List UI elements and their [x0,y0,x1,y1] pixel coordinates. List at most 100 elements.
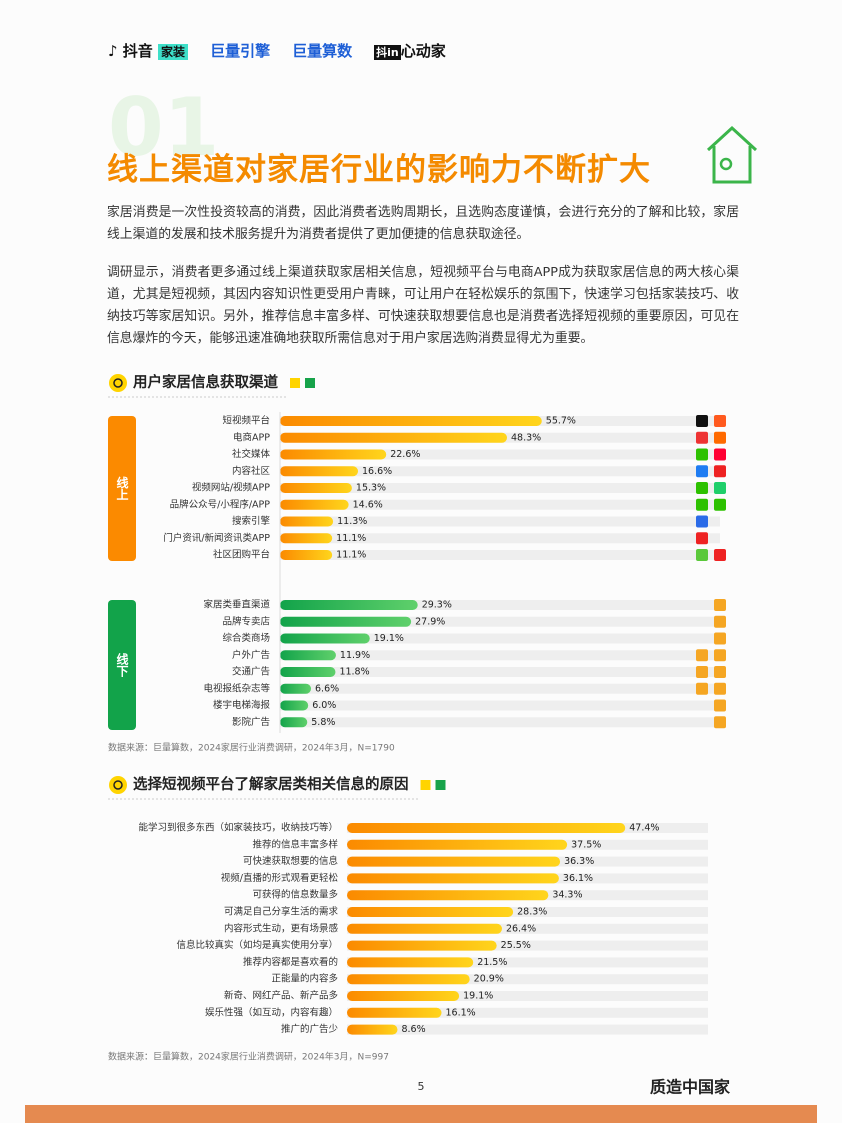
bar-track [347,940,708,951]
platform-icon [696,465,708,478]
logo-text: 心动家 [400,42,446,60]
value-label: 28.3% [517,907,547,918]
category-label: 电商APP [233,431,270,443]
category-label: 品牌公众号/小程序/APP [170,498,271,510]
value-label: 48.3% [511,432,541,443]
value-label: 11.1% [336,550,366,561]
bar [347,907,514,917]
logo-text: 巨量引擎 [210,42,271,60]
bar [347,823,626,833]
platform-icon [714,699,726,712]
platform-icon [714,415,726,427]
value-label: 55.7% [546,416,576,427]
platform-icon [696,599,708,611]
bar [280,449,387,460]
value-label: 25.5% [501,940,531,951]
bar [347,923,502,934]
bar [347,991,460,1001]
platform-icon [696,448,708,461]
section-number: 01 [108,81,220,174]
value-label: 37.5% [571,839,601,850]
platform-icon [696,716,708,728]
category-label: 可满足自己分享生活的需求 [224,906,339,918]
platform-icon [696,616,708,628]
heading-square [305,378,315,388]
bar [280,683,312,694]
bar-track [280,533,720,544]
category-label: 影院广告 [232,716,270,728]
category-label: 视频/直播的形式观看更轻松 [221,872,339,884]
category-label: 正能量的内容多 [271,973,338,985]
value-label: 16.6% [362,466,392,477]
bar-track [280,700,720,711]
bar [280,466,359,477]
category-label: 楼宇电梯海报 [213,699,271,711]
category-label: 家居类垂直渠道 [203,599,270,611]
bar [280,717,308,728]
bar [280,667,336,677]
bar [280,700,309,711]
category-label: 内容社区 [232,465,271,477]
bar [280,483,352,493]
platform-icon [714,448,726,461]
platform-icon [714,632,726,645]
platform-icon [696,415,708,427]
bar-track [347,991,708,1001]
category-label: 新奇、网红产品、新产品多 [224,990,338,1002]
platform-icon [696,431,708,444]
platform-icon [696,649,708,662]
bar-track [347,957,708,968]
category-label: 短视频平台 [222,415,270,427]
heading-icon [109,374,127,392]
value-label: 11.3% [337,516,367,527]
platform-icon [696,700,708,712]
platform-icon [714,649,726,662]
bar-track [280,616,720,627]
bar [280,533,333,544]
paragraph: 调研显示，消费者更多通过线上渠道获取家居相关信息，短视频平台与电商APP成为获取… [107,265,739,346]
value-label: 19.1% [463,991,493,1002]
platform-icon [714,498,726,511]
bar-track [280,483,720,493]
group-box [108,600,136,730]
logo-text: 抖in [374,45,401,60]
platform-icon [696,682,708,695]
bar [347,873,559,884]
bar-track [280,550,720,560]
platform-icon [696,633,708,645]
heading-icon [113,780,123,790]
platform-icon [714,615,726,628]
category-label: 信息比较真实（如均是真实使用分享） [176,939,338,951]
heading-square [420,780,431,790]
value-label: 11.9% [340,650,370,661]
category-label: 综合类商场 [222,632,270,644]
value-label: 26.4% [506,923,536,934]
bar-track [347,1024,708,1035]
platform-icon [696,666,708,678]
category-label: 视频网站/视频APP [192,482,270,494]
value-label: 47.4% [629,823,659,834]
bar-track [280,499,720,510]
bar [347,974,470,985]
platform-icon [696,482,708,494]
value-label: 21.5% [477,957,507,968]
category-label: 交通广告 [232,666,270,678]
value-label: 36.1% [563,873,593,884]
bar-track [280,717,720,728]
bar-track [280,683,720,694]
bar [347,839,568,850]
platform-icon [714,682,726,695]
chart-title: 选择短视频平台了解家居类相关信息的原因 [133,775,409,793]
platform-icon [714,431,726,444]
value-label: 22.6% [390,449,420,460]
bar-track [347,1007,708,1018]
paragraph: 家居消费是一次性投资较高的消费，因此消费者选购周期长，且选购态度谨慎，会进行充分… [107,205,739,242]
value-label: 6.0% [312,700,336,711]
bar [280,516,334,527]
bar [280,432,508,443]
group-box [108,416,136,561]
platform-icon [714,482,726,494]
category-label: 推荐内容都是喜欢看的 [243,956,338,968]
bar-track [347,923,708,934]
